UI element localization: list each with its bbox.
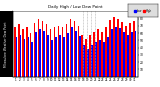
Bar [109, 20, 111, 77]
Bar [91, 45, 93, 77]
Bar [22, 29, 24, 77]
Bar [79, 36, 81, 77]
Bar [77, 26, 79, 77]
Bar [121, 22, 123, 77]
Bar [107, 37, 109, 77]
Bar [131, 32, 132, 77]
Bar [101, 32, 103, 77]
Bar [117, 19, 119, 77]
Legend: Low, High: Low, High [134, 9, 152, 13]
Bar [71, 27, 73, 77]
Bar [85, 39, 87, 77]
Bar [115, 27, 117, 77]
Bar [75, 31, 77, 77]
Bar [14, 27, 16, 77]
Text: Daily High / Low Dew Point: Daily High / Low Dew Point [48, 5, 103, 9]
Bar [39, 29, 41, 77]
Bar [18, 24, 20, 77]
Bar [43, 31, 45, 77]
Bar [74, 21, 75, 77]
Bar [46, 24, 47, 77]
Bar [70, 19, 71, 77]
Bar [123, 32, 125, 77]
Bar [99, 40, 101, 77]
Bar [95, 42, 97, 77]
Bar [50, 29, 51, 77]
Bar [113, 17, 115, 77]
Bar [119, 28, 121, 77]
Bar [16, 37, 17, 77]
Bar [105, 27, 107, 77]
Bar [135, 31, 136, 77]
Bar [59, 35, 61, 77]
Bar [66, 24, 67, 77]
Bar [83, 45, 85, 77]
Bar [58, 26, 59, 77]
Bar [38, 19, 39, 77]
Bar [103, 42, 105, 77]
Bar [28, 37, 29, 77]
Bar [54, 27, 55, 77]
Bar [32, 42, 33, 77]
Bar [127, 35, 128, 77]
Bar [125, 26, 127, 77]
Bar [30, 33, 32, 77]
Bar [36, 32, 37, 77]
Bar [24, 39, 25, 77]
Bar [62, 27, 63, 77]
Bar [42, 21, 43, 77]
Bar [63, 37, 65, 77]
Text: Milwaukee Weather Dew Point: Milwaukee Weather Dew Point [4, 21, 8, 67]
Bar [133, 21, 135, 77]
Bar [93, 32, 95, 77]
Bar [87, 49, 89, 77]
Bar [26, 27, 28, 77]
Bar [81, 35, 83, 77]
Bar [129, 23, 131, 77]
Bar [20, 35, 21, 77]
Bar [111, 29, 113, 77]
Bar [47, 35, 49, 77]
Bar [51, 40, 53, 77]
Bar [34, 23, 36, 77]
Bar [67, 33, 69, 77]
Bar [97, 29, 99, 77]
Bar [55, 37, 57, 77]
Bar [89, 35, 91, 77]
